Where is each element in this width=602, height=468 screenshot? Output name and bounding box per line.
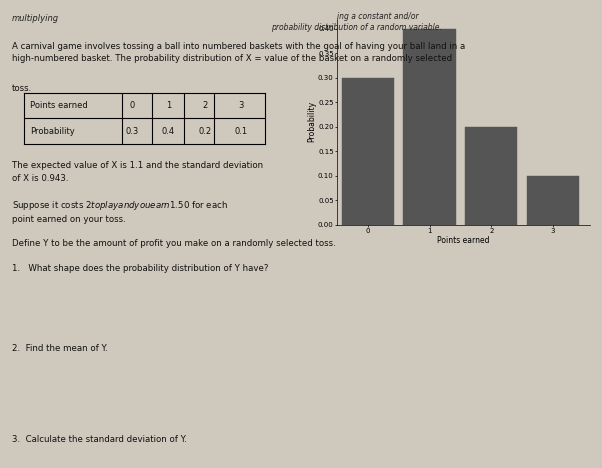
Text: 0: 0 [130, 101, 135, 110]
Text: 0.1: 0.1 [234, 126, 247, 136]
Text: 0.4: 0.4 [162, 126, 175, 136]
Text: 3: 3 [238, 101, 243, 110]
Text: 0.2: 0.2 [198, 126, 211, 136]
Text: toss.: toss. [12, 84, 33, 93]
Y-axis label: Probability: Probability [308, 101, 317, 142]
Text: 1.   What shape does the probability distribution of Y have?: 1. What shape does the probability distr… [12, 264, 268, 273]
Text: ing a constant and/or: ing a constant and/or [337, 12, 419, 21]
Bar [403, 29, 456, 225]
Text: 3.  Calculate the standard deviation of Y.: 3. Calculate the standard deviation of Y… [12, 435, 187, 444]
Text: Probability: Probability [30, 126, 75, 136]
Text: 0.3: 0.3 [126, 126, 139, 136]
X-axis label: Points earned: Points earned [437, 235, 490, 244]
Text: Define Y to be the amount of profit you make on a randomly selected toss.: Define Y to be the amount of profit you … [12, 239, 336, 248]
Text: 2.  Find the mean of Y.: 2. Find the mean of Y. [12, 344, 108, 353]
Bar [465, 126, 518, 225]
Text: multiplying: multiplying [12, 14, 59, 23]
Bar [527, 176, 579, 225]
Text: probability distribution of a random variable.: probability distribution of a random var… [271, 23, 442, 32]
Text: 2: 2 [202, 101, 207, 110]
Text: The expected value of X is 1.1 and the standard deviation
of X is 0.943.: The expected value of X is 1.1 and the s… [12, 161, 263, 183]
Bar [342, 78, 394, 225]
Text: Suppose it costs $2 to play and you earn $1.50 for each
point earned on your tos: Suppose it costs $2 to play and you earn… [12, 199, 228, 224]
Text: Points earned: Points earned [30, 101, 88, 110]
Text: 1: 1 [166, 101, 171, 110]
Text: A carnival game involves tossing a ball into numbered baskets with the goal of h: A carnival game involves tossing a ball … [12, 42, 465, 63]
